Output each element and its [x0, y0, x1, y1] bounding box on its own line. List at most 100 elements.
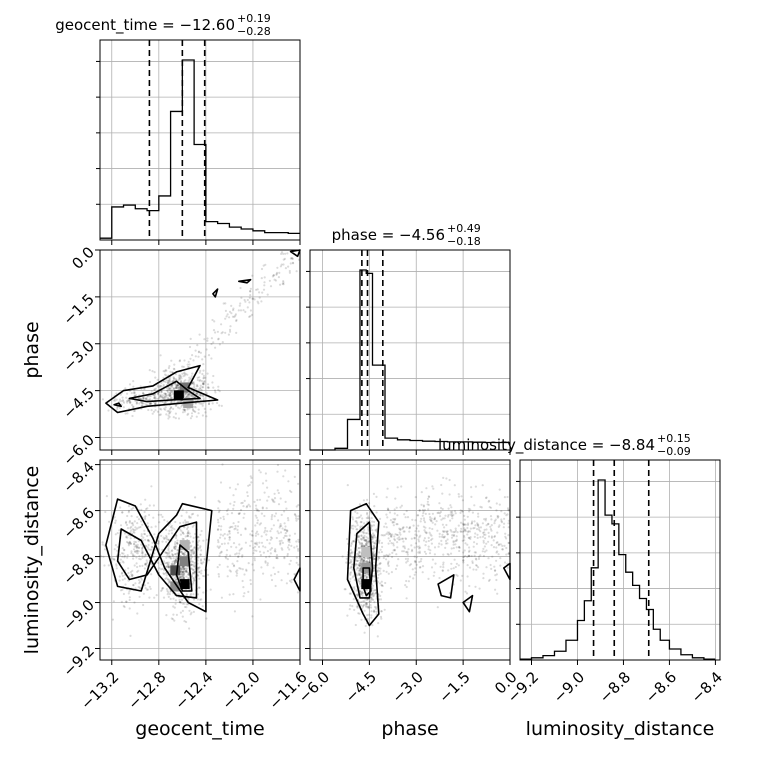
- sample-point: [275, 273, 278, 276]
- sample-point: [505, 546, 508, 550]
- sample-point: [409, 563, 413, 566]
- sample-point: [203, 355, 206, 358]
- sample-point: [158, 386, 161, 389]
- sample-point: [177, 383, 180, 387]
- sample-point: [188, 532, 191, 535]
- sample-point: [127, 592, 130, 595]
- sample-point: [358, 503, 361, 506]
- sample-point: [286, 554, 289, 557]
- sample-point: [377, 569, 380, 572]
- sample-point: [171, 386, 174, 389]
- sample-point: [461, 530, 464, 533]
- sample-point: [189, 378, 192, 381]
- sample-point: [477, 515, 480, 518]
- sample-point: [168, 388, 171, 391]
- sample-point: [472, 568, 475, 571]
- sample-point: [167, 379, 170, 382]
- sample-point: [107, 409, 110, 412]
- sample-point: [159, 393, 162, 396]
- sample-point: [181, 602, 184, 605]
- sample-point: [485, 524, 488, 527]
- sample-point: [466, 575, 469, 578]
- sample-point: [504, 535, 507, 538]
- sample-point: [192, 359, 195, 362]
- sample-point: [182, 565, 185, 568]
- sample-point: [473, 526, 476, 530]
- sample-point: [282, 252, 285, 255]
- sample-point: [165, 540, 168, 544]
- sample-point: [145, 562, 148, 566]
- sample-point: [158, 396, 161, 399]
- sample-point: [356, 567, 359, 570]
- sample-point: [140, 404, 143, 407]
- sample-point: [168, 395, 172, 398]
- sample-point: [295, 270, 298, 273]
- sample-point: [248, 315, 251, 318]
- sample-point: [146, 538, 150, 542]
- sample-point: [191, 572, 194, 575]
- sample-point: [477, 557, 481, 561]
- sample-point: [293, 572, 296, 576]
- sample-point: [370, 616, 373, 619]
- sample-point: [172, 597, 175, 600]
- sample-point: [190, 395, 193, 398]
- sample-point: [502, 526, 505, 529]
- sample-point: [190, 563, 193, 567]
- sample-point: [139, 401, 142, 404]
- sample-point: [189, 594, 192, 597]
- sample-point: [365, 576, 368, 579]
- sample-point: [182, 570, 185, 573]
- sample-point: [449, 552, 453, 555]
- sample-point: [167, 561, 170, 564]
- sample-point: [255, 516, 258, 519]
- sample-point: [158, 395, 162, 398]
- sample-point: [379, 572, 382, 575]
- sample-point: [185, 392, 188, 395]
- sample-point: [146, 561, 149, 564]
- sample-point: [166, 554, 169, 557]
- sample-point: [370, 597, 373, 600]
- sample-point: [383, 525, 386, 528]
- sample-point: [457, 495, 461, 498]
- sample-point: [438, 535, 441, 538]
- sample-point: [218, 390, 221, 393]
- sample-point: [365, 575, 368, 579]
- sample-point: [170, 529, 173, 532]
- sample-point: [177, 417, 181, 420]
- sample-point: [231, 562, 234, 565]
- sample-point: [217, 539, 220, 542]
- sample-point: [378, 563, 381, 566]
- sample-point: [172, 605, 175, 608]
- sample-point: [165, 536, 168, 539]
- sample-point: [467, 554, 471, 557]
- sample-point: [182, 574, 186, 577]
- sample-point: [126, 514, 129, 518]
- sample-point: [133, 564, 136, 567]
- sample-point: [200, 569, 203, 572]
- sample-point: [115, 567, 118, 570]
- sample-point: [444, 539, 448, 543]
- sample-point: [227, 508, 230, 511]
- sample-point: [495, 509, 498, 512]
- sample-point: [382, 534, 385, 537]
- sample-point: [190, 563, 193, 566]
- sample-point: [346, 484, 349, 487]
- sample-point: [176, 542, 179, 545]
- sample-point: [160, 391, 163, 394]
- sample-point: [457, 564, 460, 567]
- sample-point: [226, 575, 229, 578]
- sample-point: [136, 612, 139, 615]
- sample-point: [201, 404, 204, 407]
- sample-point: [256, 508, 259, 511]
- sample-point: [132, 530, 135, 534]
- sample-point: [375, 606, 378, 609]
- sample-point: [189, 535, 192, 538]
- sample-point: [406, 551, 409, 554]
- sample-point: [380, 550, 383, 554]
- sample-point: [365, 598, 368, 602]
- sample-point: [232, 564, 236, 567]
- sample-point: [482, 547, 485, 551]
- sample-point: [420, 503, 423, 506]
- sample-point: [464, 530, 467, 533]
- panel-2-1-frame: [309, 459, 511, 661]
